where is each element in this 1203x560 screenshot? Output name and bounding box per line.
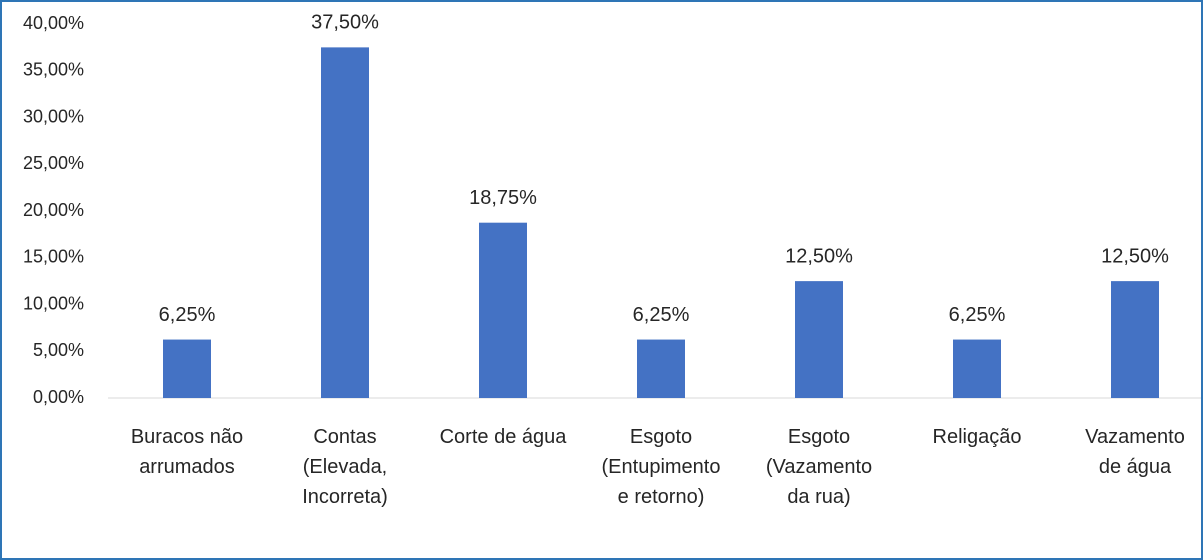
x-tick-label: Buracos não arrumados bbox=[130, 426, 244, 478]
x-tick-label: Vazamento de água bbox=[1085, 426, 1185, 478]
y-tick-label: 25,00% bbox=[23, 153, 84, 173]
y-tick-label: 5,00% bbox=[33, 340, 84, 360]
bar bbox=[953, 339, 1001, 398]
y-tick-label: 35,00% bbox=[23, 60, 84, 80]
y-tick-label: 10,00% bbox=[23, 293, 84, 313]
y-tick-label: 20,00% bbox=[23, 200, 84, 220]
bar bbox=[795, 281, 843, 398]
bar bbox=[163, 339, 211, 398]
bar bbox=[1111, 281, 1159, 398]
x-tick-label: Esgoto (Entupimento e retorno) bbox=[601, 426, 721, 508]
data-label: 18,75% bbox=[469, 187, 537, 209]
data-label: 12,50% bbox=[1101, 245, 1169, 267]
x-tick-label: Contas (Elevada, Incorreta) bbox=[302, 426, 388, 508]
data-label: 6,25% bbox=[633, 304, 690, 326]
y-tick-label: 15,00% bbox=[23, 247, 84, 267]
bar bbox=[637, 339, 685, 398]
y-tick-label: 0,00% bbox=[33, 387, 84, 407]
data-label: 6,25% bbox=[159, 304, 216, 326]
x-tick-label: Esgoto (Vazamento da rua) bbox=[765, 426, 873, 508]
x-tick-label: Religação bbox=[932, 426, 1022, 448]
bar bbox=[479, 222, 527, 398]
y-tick-label: 30,00% bbox=[23, 106, 84, 126]
data-label: 6,25% bbox=[949, 304, 1006, 326]
y-tick-label: 40,00% bbox=[23, 13, 84, 33]
x-tick-label: Corte de água bbox=[439, 426, 567, 448]
data-label: 37,50% bbox=[311, 12, 379, 34]
bar bbox=[321, 47, 369, 398]
data-label: 12,50% bbox=[785, 245, 853, 267]
